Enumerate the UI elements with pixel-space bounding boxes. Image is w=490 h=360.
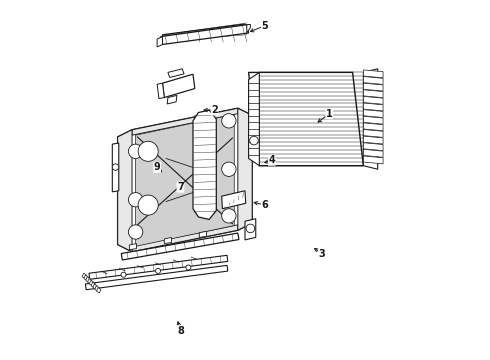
Circle shape xyxy=(121,272,126,277)
Polygon shape xyxy=(364,149,383,157)
Polygon shape xyxy=(221,191,245,209)
Polygon shape xyxy=(85,265,228,290)
Circle shape xyxy=(221,162,236,176)
Polygon shape xyxy=(364,156,383,164)
Polygon shape xyxy=(167,95,177,104)
Polygon shape xyxy=(129,244,137,250)
Polygon shape xyxy=(86,277,90,282)
Circle shape xyxy=(221,114,236,128)
Circle shape xyxy=(250,136,258,145)
Polygon shape xyxy=(136,114,234,246)
Polygon shape xyxy=(91,282,96,288)
Text: 3: 3 xyxy=(318,248,325,258)
Circle shape xyxy=(128,144,143,158)
Polygon shape xyxy=(163,24,247,42)
Polygon shape xyxy=(82,273,87,279)
Polygon shape xyxy=(247,24,250,33)
Polygon shape xyxy=(164,238,171,244)
Polygon shape xyxy=(245,219,256,240)
Polygon shape xyxy=(364,123,383,131)
Text: 9: 9 xyxy=(154,162,161,172)
Text: 2: 2 xyxy=(211,105,218,115)
Circle shape xyxy=(186,265,191,270)
Circle shape xyxy=(128,193,143,207)
Circle shape xyxy=(138,195,158,215)
Polygon shape xyxy=(364,83,383,91)
Polygon shape xyxy=(364,70,383,78)
Polygon shape xyxy=(193,110,216,220)
Circle shape xyxy=(138,141,158,161)
Polygon shape xyxy=(364,143,383,150)
Polygon shape xyxy=(248,72,364,166)
Circle shape xyxy=(221,209,236,223)
Polygon shape xyxy=(118,108,252,252)
Polygon shape xyxy=(364,103,383,111)
Polygon shape xyxy=(364,116,383,124)
Polygon shape xyxy=(364,69,378,169)
Polygon shape xyxy=(199,231,206,237)
Polygon shape xyxy=(364,96,383,104)
Polygon shape xyxy=(163,74,195,98)
Polygon shape xyxy=(95,286,99,291)
Polygon shape xyxy=(168,69,184,77)
Text: 5: 5 xyxy=(261,21,268,31)
Polygon shape xyxy=(118,130,132,252)
Polygon shape xyxy=(89,255,228,279)
Polygon shape xyxy=(132,225,238,252)
Circle shape xyxy=(155,269,161,273)
Text: 7: 7 xyxy=(177,182,184,192)
Polygon shape xyxy=(364,110,383,117)
Polygon shape xyxy=(364,90,383,98)
Polygon shape xyxy=(238,108,252,230)
Polygon shape xyxy=(157,83,164,99)
Polygon shape xyxy=(97,288,101,293)
Polygon shape xyxy=(89,280,94,286)
Polygon shape xyxy=(364,136,383,144)
Text: 8: 8 xyxy=(177,325,184,336)
Polygon shape xyxy=(88,279,92,284)
Polygon shape xyxy=(161,25,248,44)
Text: 4: 4 xyxy=(269,155,275,165)
Circle shape xyxy=(112,164,119,170)
Polygon shape xyxy=(132,108,238,135)
Polygon shape xyxy=(84,275,88,280)
Circle shape xyxy=(246,224,255,233)
Text: 1: 1 xyxy=(326,109,333,119)
Polygon shape xyxy=(112,143,119,192)
Polygon shape xyxy=(157,37,163,47)
Polygon shape xyxy=(122,233,239,260)
Polygon shape xyxy=(364,130,383,138)
Text: 6: 6 xyxy=(261,200,268,210)
Polygon shape xyxy=(364,77,383,84)
Polygon shape xyxy=(248,72,259,166)
Circle shape xyxy=(128,225,143,239)
Polygon shape xyxy=(93,284,97,289)
